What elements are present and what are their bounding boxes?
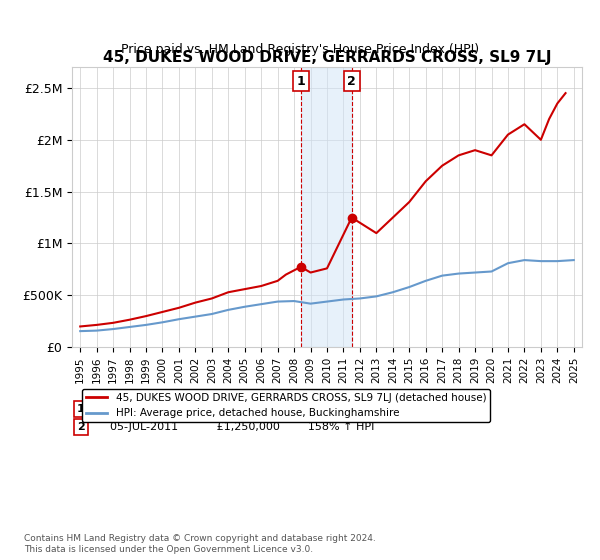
Text: 1: 1 bbox=[296, 74, 305, 88]
Bar bbox=[301, 67, 352, 347]
Legend: 45, DUKES WOOD DRIVE, GERRARDS CROSS, SL9 7LJ (detached house), HPI: Average pri: 45, DUKES WOOD DRIVE, GERRARDS CROSS, SL… bbox=[82, 389, 490, 422]
Text: 05-JUL-2011           £1,250,000        158% ↑ HPI: 05-JUL-2011 £1,250,000 158% ↑ HPI bbox=[103, 422, 374, 432]
Text: Price paid vs. HM Land Registry's House Price Index (HPI): Price paid vs. HM Land Registry's House … bbox=[121, 43, 479, 56]
Text: 2: 2 bbox=[347, 74, 356, 88]
Title: 45, DUKES WOOD DRIVE, GERRARDS CROSS, SL9 7LJ: 45, DUKES WOOD DRIVE, GERRARDS CROSS, SL… bbox=[103, 50, 551, 64]
Text: 2: 2 bbox=[77, 422, 85, 432]
Text: 1: 1 bbox=[77, 404, 85, 414]
Text: Contains HM Land Registry data © Crown copyright and database right 2024.
This d: Contains HM Land Registry data © Crown c… bbox=[24, 534, 376, 554]
Text: 29-MAY-2008           £775,000        59% ↑ HPI: 29-MAY-2008 £775,000 59% ↑ HPI bbox=[103, 404, 361, 414]
